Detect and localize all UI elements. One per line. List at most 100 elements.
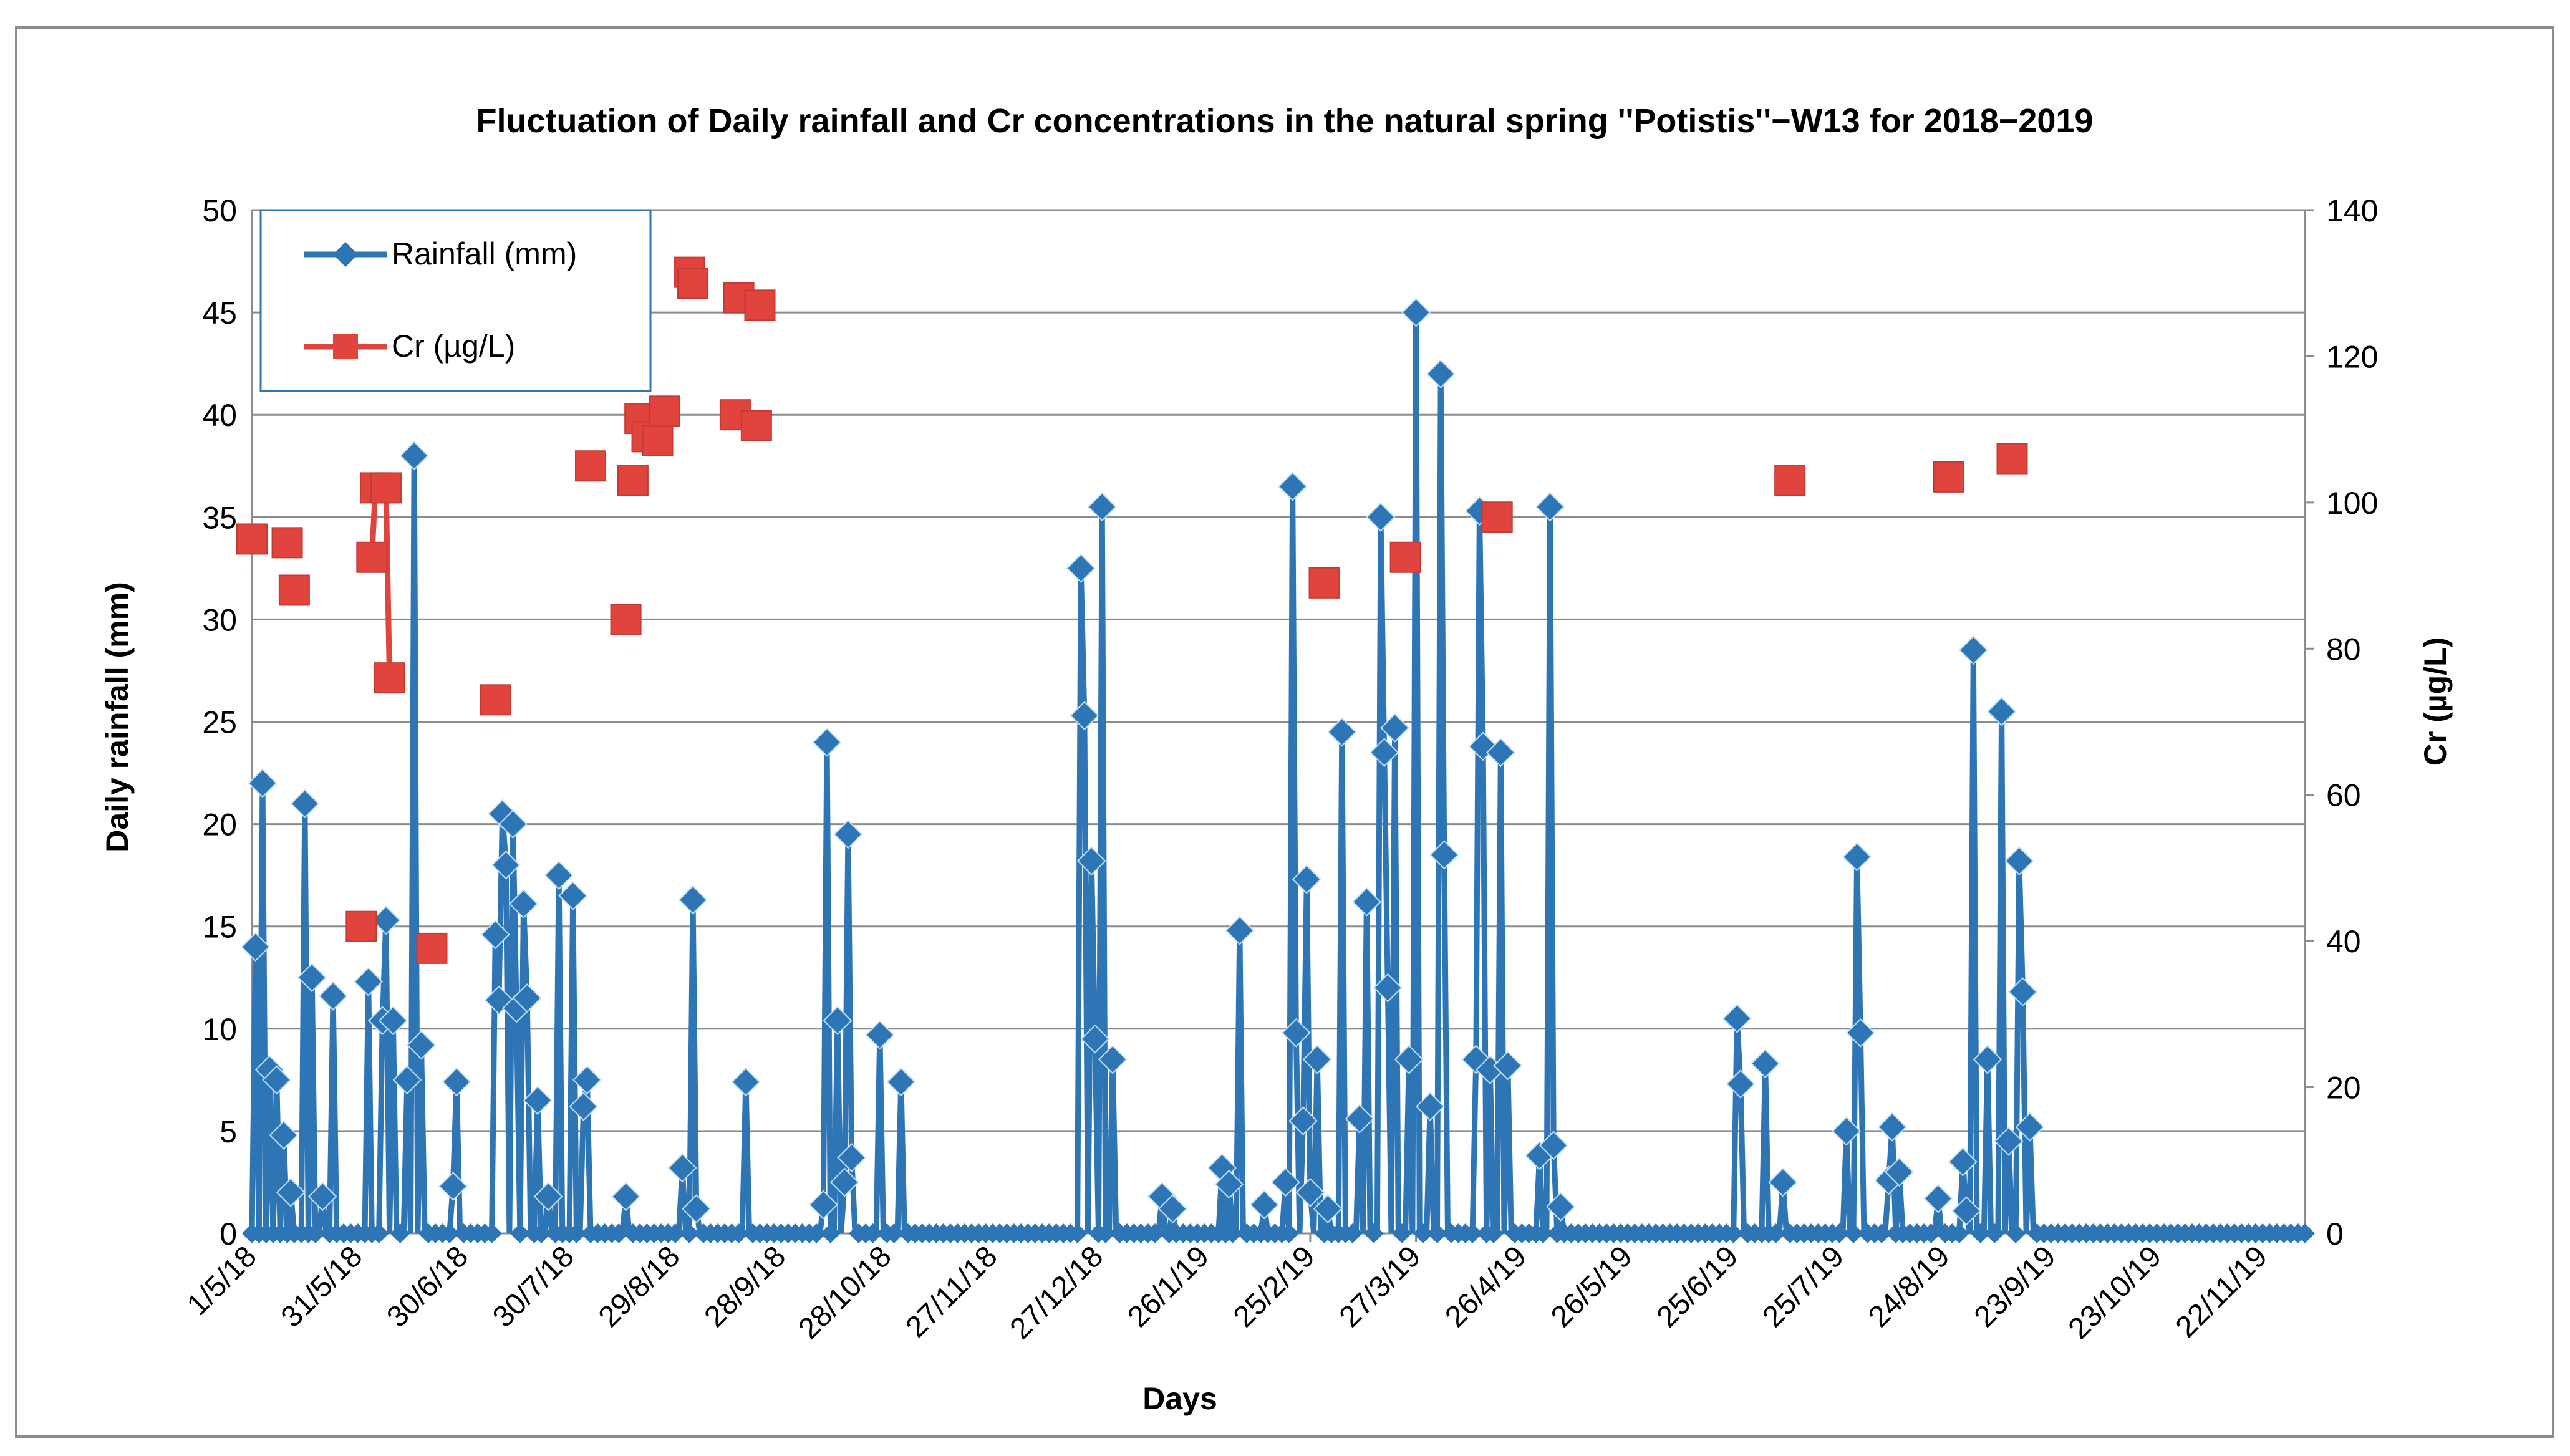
rainfall-point: [544, 861, 574, 890]
rainfall-point: [2008, 977, 2037, 1007]
rainfall-point: [241, 932, 271, 962]
rainfall-zero-marker: [369, 1223, 389, 1243]
rainfall-point: [1461, 1044, 1491, 1074]
cr-point: [356, 541, 388, 573]
y2-tick-label: 60: [2326, 778, 2361, 813]
cr-point: [649, 395, 680, 427]
rainfall-zero-marker: [820, 1223, 841, 1243]
rainfall-point: [491, 850, 521, 880]
cr-point: [642, 425, 674, 456]
y2-tick-label: 100: [2326, 486, 2378, 521]
rainfall-point: [1327, 717, 1357, 747]
rainfall-point: [1070, 701, 1099, 731]
rainfall-point: [1539, 1131, 1568, 1160]
rainfall-point: [1951, 1196, 1981, 1226]
rainfall-zero-marker: [1067, 1223, 1088, 1243]
rainfall-point: [1380, 713, 1410, 743]
rainfall-point: [262, 1065, 292, 1095]
cr-point: [480, 684, 511, 716]
y-tick-label: 15: [202, 910, 237, 945]
legend-cr-marker: [333, 334, 358, 359]
rainfall-point: [1157, 1194, 1187, 1224]
y2-tick-label: 140: [2326, 193, 2378, 228]
rainfall-zero-marker: [679, 1223, 700, 1243]
rainfall-point: [1973, 1044, 2002, 1074]
cr-point: [416, 932, 448, 964]
rainfall-point: [1493, 1051, 1523, 1081]
rainfall-point: [276, 1177, 306, 1207]
y-tick-label: 25: [202, 705, 237, 740]
y-tick-label: 40: [202, 398, 237, 433]
rainfall-zero-marker: [1829, 1223, 1850, 1243]
rainfall-point: [1098, 1044, 1128, 1074]
rainfall-point: [1281, 1018, 1311, 1048]
rainfall-point: [1415, 1092, 1445, 1121]
rainfall-point: [1066, 553, 1096, 583]
cr-point: [345, 910, 377, 942]
rainfall-zero-marker: [1222, 1223, 1243, 1243]
rainfall-point: [378, 1006, 408, 1036]
rainfall-zero-marker: [305, 1223, 326, 1243]
rainfall-point: [1292, 864, 1321, 894]
legend-rainfall-marker: [333, 242, 358, 267]
rainfall-point: [318, 981, 348, 1011]
rainfall-zero-marker: [609, 1223, 629, 1243]
rainfall-point: [248, 768, 278, 798]
y2-tick-label: 120: [2326, 339, 2378, 374]
rainfall-point: [354, 967, 384, 996]
cr-point: [617, 465, 649, 496]
x-axis-title: Days: [1142, 1381, 1217, 1416]
rainfall-point: [1394, 1044, 1424, 1074]
rainfall-zero-marker: [806, 1223, 827, 1243]
rainfall-series: [241, 297, 2315, 1243]
y-tick-label: 50: [202, 193, 237, 228]
rainfall-point: [269, 1121, 299, 1150]
rainfall-point: [1214, 1169, 1244, 1199]
cr-point: [740, 410, 772, 441]
cr-point: [236, 523, 268, 555]
rainfall-point: [1877, 1112, 1907, 1142]
rainfall-point: [523, 1086, 553, 1116]
rainfall-zero-marker: [1095, 1223, 1116, 1243]
rainfall-zero-marker: [1723, 1223, 1744, 1243]
cr-line-segment: [383, 488, 393, 678]
rainfall-point: [611, 1182, 640, 1212]
rainfall-point: [823, 1006, 853, 1036]
rainfall-point: [886, 1067, 916, 1097]
rainfall-zero-marker: [481, 1223, 502, 1243]
y2-tick-label: 20: [2326, 1071, 2361, 1106]
y-tick-label: 5: [220, 1114, 237, 1149]
rainfall-point: [1994, 1126, 2024, 1156]
rainfall-zero-marker: [862, 1223, 883, 1243]
y-tick-label: 20: [202, 808, 237, 842]
rainfall-point: [731, 1067, 761, 1097]
rainfall-point: [837, 1143, 866, 1172]
rainfall-zero-marker: [2295, 1223, 2315, 1243]
cr-point: [271, 527, 303, 559]
cr-point: [575, 450, 607, 482]
rainfall-point: [812, 727, 842, 757]
rainfall-point: [558, 881, 588, 910]
cr-point: [1481, 501, 1513, 533]
rainfall-point: [1302, 1044, 1332, 1074]
rainfall-point: [1726, 1069, 1756, 1099]
rainfall-point: [1401, 297, 1431, 327]
rainfall-point: [1958, 635, 1988, 665]
rainfall-point: [1087, 492, 1117, 522]
rainfall-point: [1366, 502, 1396, 532]
rainfall-zero-marker: [1462, 1223, 1483, 1243]
rainfall-point: [1768, 1167, 1798, 1197]
y-tick-label: 35: [202, 500, 237, 535]
rainfall-point: [1313, 1194, 1343, 1224]
rainfall-point: [1249, 1190, 1279, 1220]
rainfall-point: [572, 1065, 602, 1095]
rainfall-point: [2004, 846, 2034, 876]
y-tick-label: 45: [202, 296, 237, 330]
rainfall-point: [1429, 840, 1459, 870]
cr-point: [1389, 541, 1421, 573]
rainfall-point: [1948, 1147, 1978, 1177]
y-tick-label: 30: [202, 602, 237, 637]
rainfall-zero-marker: [1391, 1223, 1412, 1243]
legend-rainfall-label: Rainfall (mm): [392, 236, 577, 271]
rainfall-point: [399, 441, 429, 471]
